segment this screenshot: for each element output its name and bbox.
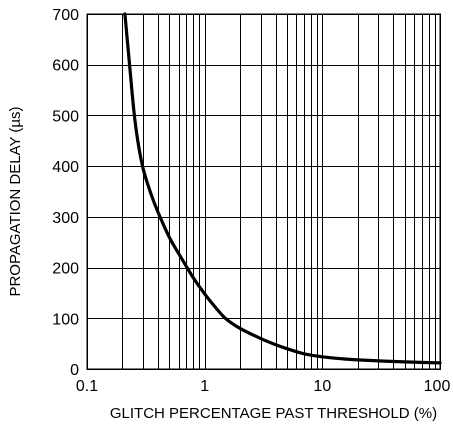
- y-tick-label: 400: [52, 159, 79, 176]
- y-axis-title: PROPAGATION DELAY (µs): [7, 106, 24, 296]
- x-tick-labels: 0.1 1 10 100: [76, 378, 451, 395]
- series-layer: [123, 12, 442, 365]
- y-tick-label: 0: [70, 362, 79, 379]
- y-tick-labels: 0 100 200 300 400 500 600 700: [52, 7, 79, 379]
- y-tick-label: 200: [52, 261, 79, 278]
- x-tick-label: 0.1: [76, 378, 98, 395]
- grid: [87, 14, 440, 369]
- y-tick-label: 300: [52, 210, 79, 227]
- x-tick-label: 1: [200, 378, 209, 395]
- y-tick-label: 600: [52, 58, 79, 75]
- series-line: [123, 12, 442, 365]
- y-tick-label: 500: [52, 108, 79, 125]
- x-tick-label: 100: [424, 378, 451, 395]
- y-tick-label: 700: [52, 7, 79, 24]
- plot-frame: [86, 13, 441, 370]
- x-tick-label: 10: [313, 378, 331, 395]
- x-axis-title: GLITCH PERCENTAGE PAST THRESHOLD (%): [110, 405, 437, 422]
- y-tick-label: 100: [52, 311, 79, 328]
